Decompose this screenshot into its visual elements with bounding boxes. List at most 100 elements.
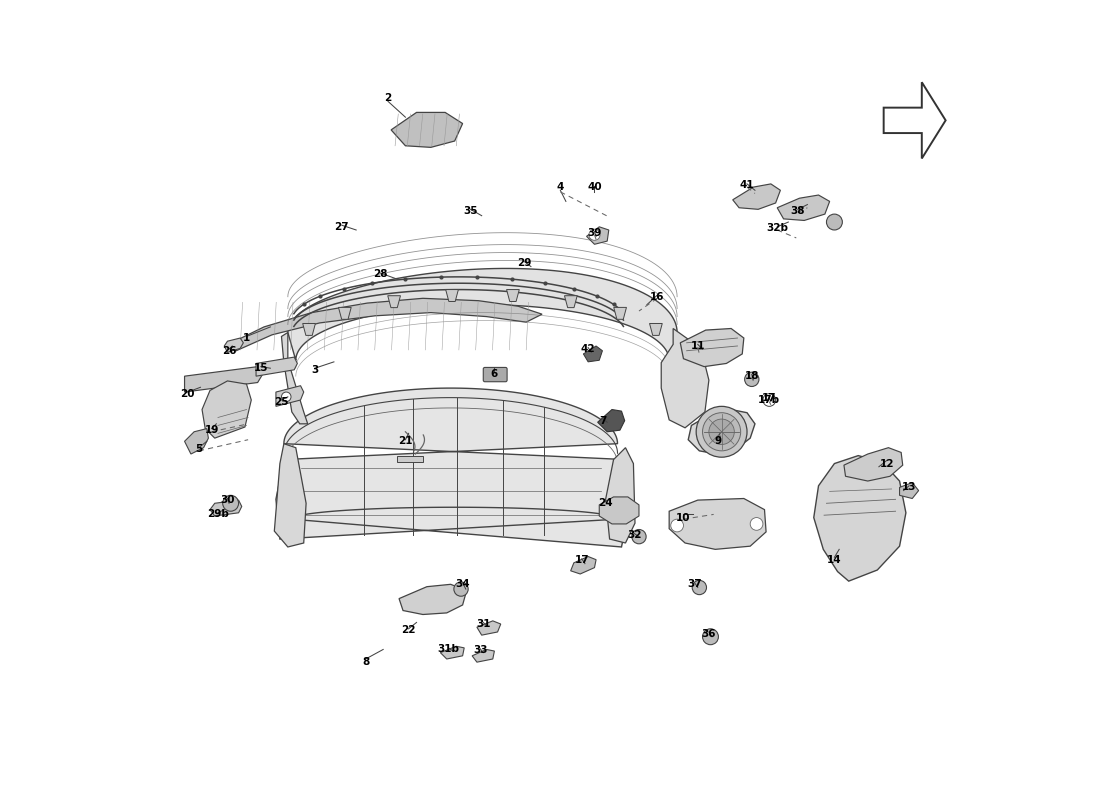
Polygon shape [185, 429, 208, 454]
Text: 39: 39 [587, 228, 602, 238]
Text: 9: 9 [714, 436, 722, 446]
Text: 16: 16 [650, 292, 664, 302]
Text: 25: 25 [274, 397, 288, 406]
Text: 17: 17 [762, 394, 777, 403]
Circle shape [750, 518, 763, 530]
Text: 2: 2 [384, 93, 392, 103]
Polygon shape [689, 410, 755, 454]
Text: 18: 18 [745, 371, 759, 381]
Polygon shape [606, 448, 635, 543]
Text: 27: 27 [334, 222, 349, 232]
Text: 17b: 17b [758, 395, 780, 405]
Text: 22: 22 [402, 626, 416, 635]
Text: 21: 21 [398, 436, 412, 446]
Polygon shape [564, 296, 578, 308]
Circle shape [222, 495, 239, 511]
Polygon shape [597, 410, 625, 432]
Text: 17: 17 [574, 555, 590, 566]
Circle shape [282, 392, 292, 402]
Text: 33: 33 [473, 646, 487, 655]
Text: 26: 26 [222, 346, 236, 356]
Polygon shape [282, 333, 308, 424]
Circle shape [692, 580, 706, 594]
Polygon shape [446, 290, 459, 302]
Circle shape [708, 419, 735, 445]
FancyBboxPatch shape [483, 367, 507, 382]
Text: 5: 5 [195, 444, 202, 454]
Circle shape [631, 530, 646, 544]
Polygon shape [202, 381, 251, 438]
Text: 38: 38 [791, 206, 805, 216]
Text: 29: 29 [517, 258, 531, 268]
Polygon shape [288, 269, 678, 360]
Text: 10: 10 [676, 513, 691, 522]
Text: 36: 36 [702, 629, 716, 638]
Polygon shape [507, 290, 519, 302]
Circle shape [454, 582, 469, 596]
Polygon shape [276, 388, 629, 547]
Text: 29b: 29b [207, 510, 229, 519]
Text: 8: 8 [362, 657, 370, 667]
Polygon shape [900, 482, 918, 498]
Text: 32b: 32b [767, 223, 789, 234]
Polygon shape [733, 184, 780, 210]
Text: 11: 11 [691, 341, 705, 351]
Polygon shape [661, 329, 708, 428]
Text: 14: 14 [827, 555, 842, 566]
Text: 31b: 31b [438, 645, 460, 654]
Text: 12: 12 [880, 458, 894, 469]
Text: 1: 1 [243, 333, 250, 343]
Polygon shape [600, 497, 639, 524]
Polygon shape [778, 195, 829, 221]
Polygon shape [388, 296, 400, 308]
Polygon shape [649, 323, 662, 335]
Text: 40: 40 [587, 182, 602, 192]
Circle shape [826, 214, 843, 230]
Polygon shape [680, 329, 744, 366]
Text: 31: 31 [476, 619, 491, 629]
Text: 37: 37 [688, 579, 702, 590]
Polygon shape [392, 113, 463, 147]
Polygon shape [477, 621, 500, 635]
Polygon shape [472, 650, 494, 662]
Polygon shape [274, 444, 306, 547]
Polygon shape [256, 357, 297, 376]
Text: 7: 7 [600, 416, 607, 426]
Polygon shape [583, 346, 603, 362]
Circle shape [703, 413, 740, 451]
Text: 35: 35 [463, 206, 477, 216]
Text: 20: 20 [180, 389, 195, 398]
Polygon shape [571, 557, 596, 574]
Polygon shape [440, 646, 464, 659]
Text: 4: 4 [557, 182, 564, 192]
Circle shape [671, 519, 683, 532]
Text: 3: 3 [311, 365, 319, 375]
Circle shape [703, 629, 718, 645]
Polygon shape [302, 323, 316, 335]
Text: 41: 41 [739, 181, 755, 190]
Text: 32: 32 [627, 530, 641, 540]
Polygon shape [185, 366, 263, 392]
Text: 13: 13 [902, 482, 916, 492]
Polygon shape [814, 456, 906, 581]
Polygon shape [224, 338, 243, 352]
Text: 15: 15 [254, 363, 268, 374]
Polygon shape [614, 307, 627, 319]
Polygon shape [339, 307, 351, 319]
Polygon shape [397, 456, 422, 462]
Text: 19: 19 [205, 425, 219, 435]
Text: 42: 42 [581, 344, 595, 354]
Circle shape [588, 229, 601, 240]
Text: 30: 30 [220, 495, 234, 505]
Polygon shape [399, 584, 466, 614]
Polygon shape [229, 298, 542, 350]
Circle shape [745, 372, 759, 386]
Text: 24: 24 [598, 498, 613, 508]
Text: 34: 34 [455, 579, 470, 590]
Text: 6: 6 [491, 369, 498, 378]
Polygon shape [586, 227, 608, 244]
Polygon shape [669, 498, 766, 550]
Text: 28: 28 [373, 270, 387, 279]
Polygon shape [844, 448, 903, 481]
Polygon shape [210, 500, 242, 516]
